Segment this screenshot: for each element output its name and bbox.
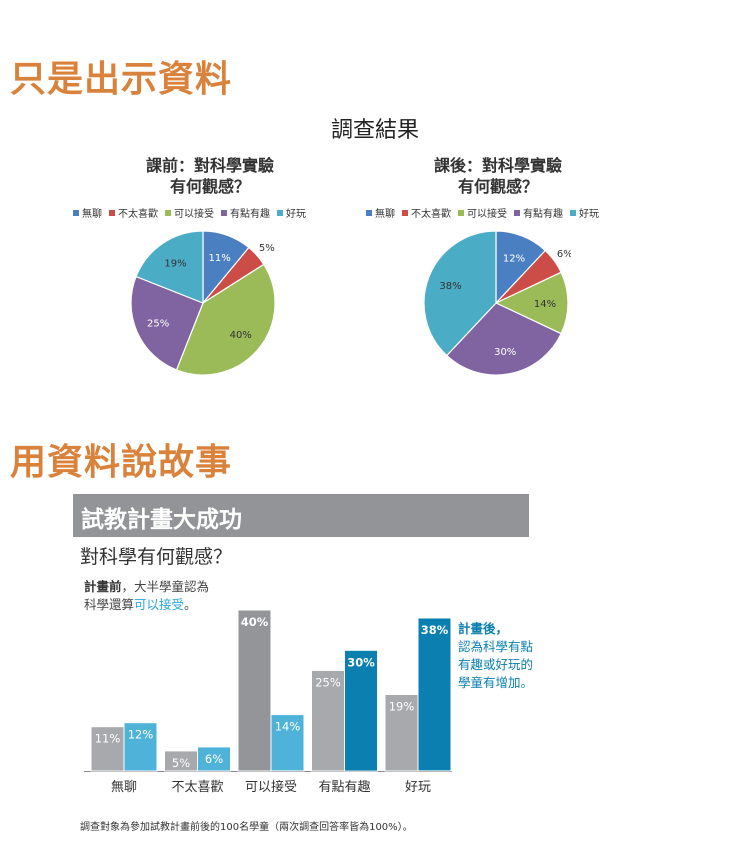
note-post-line4: 學童有增加。 (458, 675, 534, 690)
pie-slice-label: 19% (164, 259, 186, 270)
legend-swatch (402, 209, 408, 216)
post-pie-title-line1: 課後：對科學實驗 (433, 156, 562, 175)
legend-label: 可以接受 (174, 209, 214, 220)
legend-item: 可以接受 (165, 205, 214, 220)
bar-after (197, 746, 231, 772)
post-pie-title-line2: 有何觀感？ (457, 177, 538, 196)
legend-label: 好玩 (579, 209, 599, 220)
section-heading-tell-story: 用資料說故事 (10, 442, 233, 483)
footnote: 調查對象為參加試教計畫前後的100名學童（兩次調查回答率皆為100%）。 (80, 822, 413, 833)
bar-chart-question: 對科學有何觀感？ (80, 546, 233, 568)
pre-pie-title-line2: 有何觀感？ (169, 177, 250, 196)
note-pre-end: 。 (184, 597, 197, 612)
legend-item: 不太喜歡 (402, 205, 451, 220)
legend-swatch (221, 209, 227, 216)
pre-pie-title-line1: 課前：對科學實驗 (145, 156, 274, 175)
bar-after (417, 617, 452, 772)
banner-title: 試教計畫大成功 (81, 507, 242, 533)
survey-title: 調查結果 (330, 118, 419, 143)
pre-pie-chart: 11% 5% 40% 25% 19% (130, 230, 276, 376)
legend-swatch (570, 209, 576, 216)
note-post-line3: 有趣或好玩的 (458, 657, 534, 672)
legend-label: 好玩 (286, 209, 306, 220)
bar-category-label: 好玩 (405, 780, 431, 795)
bar-before (384, 694, 419, 772)
pie-slice-label: 40% (230, 330, 252, 341)
legend-swatch (366, 209, 372, 216)
pie-slice (494, 271, 569, 335)
note-pre-bold: 計畫前 (84, 579, 122, 594)
bar-category-label: 無聊 (111, 780, 137, 795)
pre-pie-legend: 無聊 不太喜歡 可以接受 有點有趣 好玩 (73, 205, 306, 220)
bar-value-label: 6% (205, 752, 223, 766)
legend-label: 無聊 (82, 209, 102, 220)
bar-before (311, 669, 345, 772)
post-pie-legend: 無聊 不太喜歡 可以接受 有點有趣 好玩 (366, 205, 599, 220)
post-pie-title: 課後：對科學實驗 有何觀感？ (378, 155, 618, 197)
pie-slice (175, 263, 276, 376)
bar-value-label: 12% (128, 728, 154, 742)
pie-slice-label: 30% (494, 347, 516, 358)
pie-slice (135, 230, 204, 304)
pie-slice-label: 6% (557, 249, 571, 260)
pie-slice (130, 275, 204, 371)
pie-slice-label: 38% (439, 281, 461, 292)
note-before-program: 計畫前，大半學童認為 科學還算可以接受。 (84, 578, 209, 614)
bar-category-label: 有點有趣 (318, 780, 370, 795)
bar-value-label: 38% (421, 623, 449, 637)
legend-item: 有點有趣 (221, 205, 270, 220)
legend-swatch (458, 209, 464, 216)
note-pre-highlight: 可以接受 (134, 597, 185, 612)
bar-value-label: 14% (275, 720, 301, 734)
bar-after (344, 649, 378, 772)
legend-label: 有點有趣 (523, 209, 563, 220)
bar-after (123, 722, 158, 772)
legend-swatch (277, 209, 283, 216)
legend-swatch (514, 209, 520, 216)
legend-label: 可以接受 (467, 209, 507, 220)
bar-category-label: 不太喜歡 (171, 780, 223, 795)
pie-slice-label: 5% (259, 243, 275, 254)
story-banner: 試教計畫大成功 (73, 494, 529, 537)
section-heading-show-data: 只是出示資料 (10, 59, 233, 100)
pre-pie-title: 課前：對科學實驗 有何觀感？ (90, 155, 330, 197)
bar-value-label: 30% (347, 655, 375, 669)
legend-item: 無聊 (73, 205, 102, 220)
legend-item: 好玩 (570, 205, 599, 220)
bar-value-label: 11% (95, 732, 121, 746)
pie-slice-label: 14% (534, 299, 556, 310)
pie-slice-label: 12% (503, 254, 525, 265)
bar-category-label: 可以接受 (245, 779, 297, 795)
legend-item: 有點有趣 (514, 205, 563, 220)
legend-label: 有點有趣 (230, 209, 270, 220)
bar-value-label: 5% (172, 756, 190, 770)
note-post-bold: 計畫後， (458, 621, 509, 636)
bar-before (237, 609, 272, 772)
legend-label: 不太喜歡 (411, 209, 451, 220)
note-post-line2: 認為科學有點 (458, 639, 534, 654)
note-after-program: 計畫後， 認為科學有點 有趣或好玩的 學童有增加。 (458, 620, 533, 692)
bar-value-label: 25% (315, 675, 341, 689)
legend-label: 無聊 (375, 209, 395, 220)
pie-slice-label: 25% (147, 318, 169, 329)
legend-label: 不太喜歡 (118, 209, 158, 220)
pie-slice-label: 11% (208, 253, 230, 264)
bar-value-label: 40% (241, 615, 269, 629)
legend-swatch (165, 209, 171, 216)
bar-value-label: 19% (389, 700, 415, 714)
legend-item: 好玩 (277, 205, 306, 220)
legend-swatch (73, 209, 79, 216)
legend-item: 無聊 (366, 205, 395, 220)
legend-swatch (109, 209, 115, 216)
note-pre-line2: 科學還算 (84, 597, 135, 612)
legend-item: 不太喜歡 (109, 205, 158, 220)
post-pie-chart: 12% 6% 14% 30% 38% (423, 230, 571, 376)
legend-item: 可以接受 (458, 205, 507, 220)
pie-slice (423, 230, 497, 357)
pie-slice (445, 302, 562, 376)
bar-after (270, 714, 305, 772)
note-pre-rest: ，大半學童認為 (121, 579, 210, 594)
